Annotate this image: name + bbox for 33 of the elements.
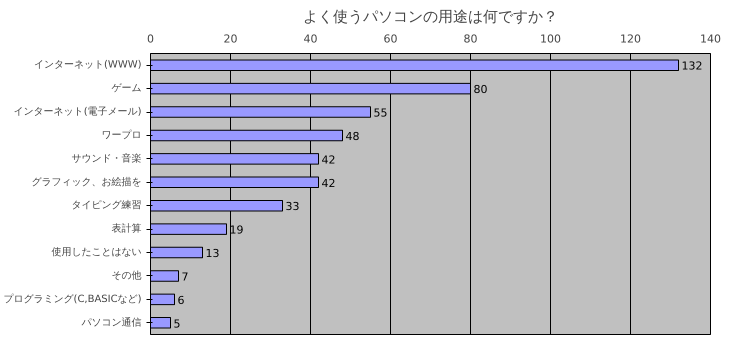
y-tick-label: インターネット(電子メール)	[14, 106, 142, 118]
y-tick-label: 表計算	[112, 222, 142, 235]
y-tick-label: その他	[112, 269, 142, 282]
data-label: 132	[682, 60, 702, 73]
data-label: 5	[174, 317, 180, 330]
data-label: 80	[474, 83, 488, 96]
data-label: 13	[206, 247, 220, 260]
y-tick-label: サウンド・音楽	[72, 152, 142, 164]
data-label: 33	[286, 200, 300, 214]
x-tick-label: 140	[700, 32, 721, 46]
x-tick-label: 20	[224, 32, 238, 46]
y-tick-label: 使用したことはない	[52, 247, 142, 258]
x-tick-label: 120	[620, 32, 641, 46]
data-label: 55	[374, 106, 388, 120]
data-label: 48	[346, 130, 360, 143]
data-label: 6	[178, 294, 184, 307]
x-tick-label: 80	[464, 32, 478, 46]
y-tick-label: タイピング練習	[72, 199, 142, 212]
y-tick-label: プログラミング(C,BASICなど)	[4, 292, 142, 305]
y-tick-label: パソコン通信	[80, 316, 142, 328]
data-label: 19	[230, 224, 244, 237]
chart-title: よく使うパソコンの用途は何ですか？	[303, 8, 558, 26]
x-tick-label: 40	[304, 32, 318, 46]
y-tick-label: ゲーム	[112, 83, 142, 94]
y-tick-label: グラフィック、お絵描を	[32, 176, 142, 188]
x-tick-label: 60	[384, 32, 398, 46]
data-label: 42	[322, 153, 336, 166]
y-tick-label: ワープロ	[102, 128, 142, 141]
data-label: 42	[322, 176, 336, 190]
x-tick-label: 0	[147, 32, 154, 46]
x-tick-label: 100	[540, 32, 561, 46]
y-tick-label: インターネット(WWW)	[34, 60, 142, 71]
data-label: 7	[182, 270, 188, 284]
